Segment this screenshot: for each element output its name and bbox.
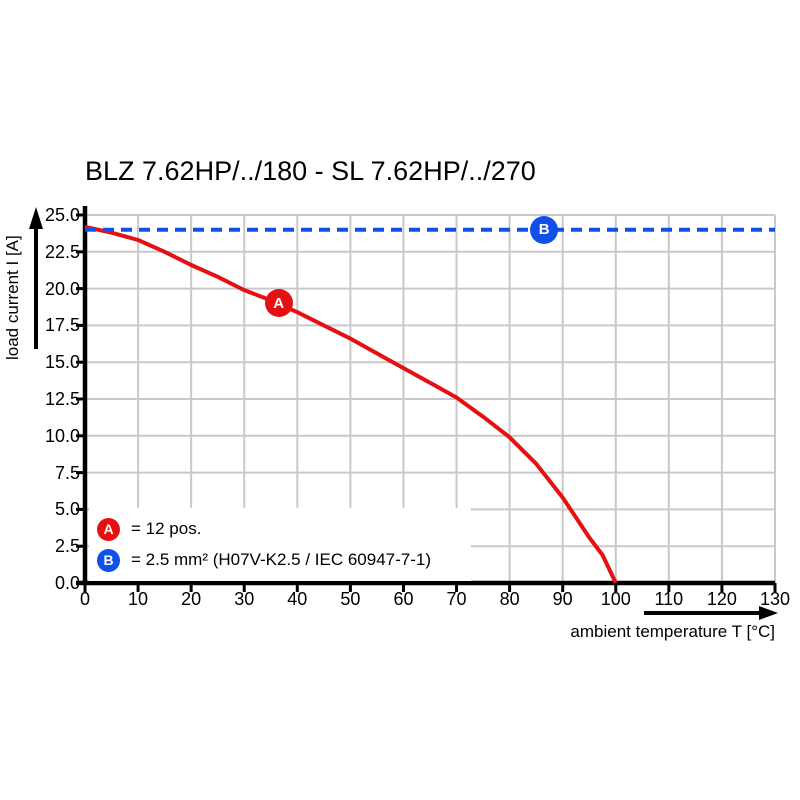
curve-a-marker-label: A (273, 294, 285, 312)
legend-a-circle-icon: A (97, 517, 120, 541)
x-axis-title: ambient temperature T [°C] (570, 622, 775, 641)
legend-item-b: B = 2.5 mm² (H07V-K2.5 / IEC 60947-7-1) (97, 547, 471, 573)
legend-b-text: = 2.5 mm² (H07V-K2.5 / IEC 60947-7-1) (131, 550, 431, 569)
chart-title: BLZ 7.62HP/../180 - SL 7.62HP/../270 (85, 156, 536, 186)
y-axis-title: load current I [A] (3, 235, 22, 360)
legend: A = 12 pos. B = 2.5 mm² (H07V-K2.5 / IEC… (89, 508, 471, 581)
line-b-marker-label: B (538, 221, 550, 239)
legend-b-symbol: B (103, 552, 114, 568)
series-a-line (84, 224, 618, 584)
curve-a-marker: A (264, 289, 293, 318)
legend-item-a: A = 12 pos. (97, 516, 471, 542)
legend-a-symbol: A (103, 521, 114, 537)
line-b-marker: B (530, 215, 559, 244)
legend-a-text: = 12 pos. (131, 519, 202, 538)
legend-b-circle-icon: B (97, 548, 120, 572)
x-axis-arrowhead-icon (759, 606, 778, 620)
y-axis-arrowhead-icon (29, 207, 43, 229)
